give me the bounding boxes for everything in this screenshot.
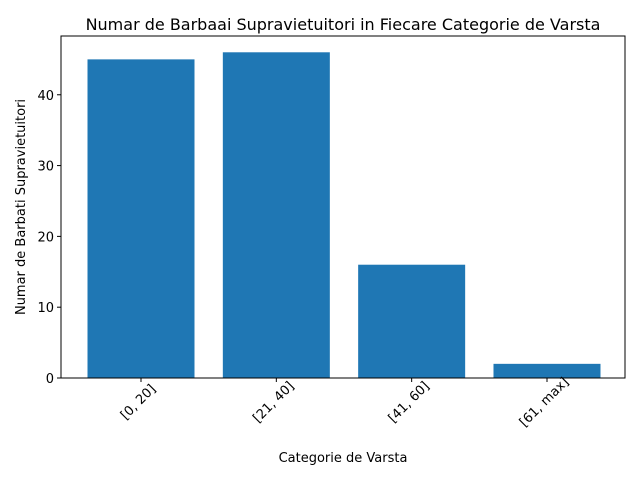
x-tick-label-0: [0, 20]: [118, 382, 159, 423]
bars-layer: [87, 52, 601, 379]
y-tick-label-4: 40: [37, 89, 54, 104]
bar-1: [222, 52, 330, 378]
bar-2: [358, 264, 466, 378]
x-tick-label-1: [21, 40]: [250, 379, 297, 426]
y-axis-label: Numar de Barbati Supravietuitori: [14, 99, 29, 315]
y-tick-label-1: 10: [37, 301, 54, 316]
x-tick-label-2: [41, 60]: [386, 379, 433, 426]
y-tick-label-2: 20: [37, 230, 54, 245]
y-tick-label-3: 30: [37, 160, 54, 175]
x-axis-ticks: [0, 20] [21, 40] [41, 60] [61, max]: [118, 375, 572, 430]
x-tick-label-3: [61, max]: [517, 375, 572, 430]
y-tick-label-0: 0: [46, 372, 54, 387]
bar-0: [87, 59, 195, 379]
plot-area-frame: [60, 35, 626, 379]
chart-title: Numar de Barbaai Supravietuitori in Fiec…: [86, 15, 601, 34]
bar-3: [493, 363, 601, 378]
x-axis-label: Categorie de Varsta: [279, 451, 408, 466]
y-axis-ticks: 0 10 20 30 40: [37, 89, 61, 387]
